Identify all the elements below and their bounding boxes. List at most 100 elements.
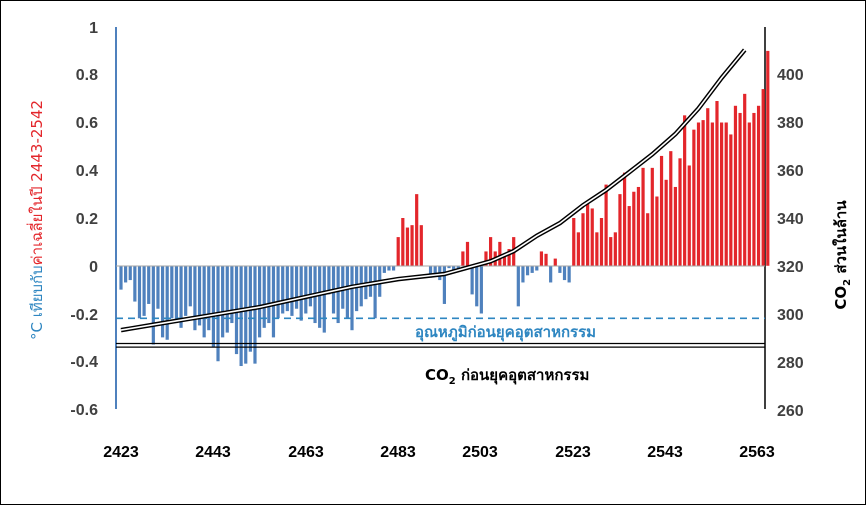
anomaly-bar — [747, 122, 751, 266]
anomaly-bar — [391, 265, 396, 271]
anomaly-bar — [502, 256, 507, 266]
right-tick-label: 280 — [777, 355, 804, 372]
anomaly-bar — [415, 194, 419, 266]
left-tick-label: 0 — [89, 259, 98, 276]
anomaly-bar — [609, 237, 613, 266]
anomaly-bar — [525, 265, 530, 276]
right-tick-label: 340 — [777, 211, 804, 228]
anomaly-bar — [576, 232, 580, 266]
anomaly-bar — [738, 112, 742, 266]
anomaly-bar — [752, 112, 756, 266]
x-tick-label: 2563 — [739, 444, 775, 461]
anomaly-bar — [271, 265, 276, 338]
left-tick-label: 1 — [89, 20, 98, 37]
left-tick-label: 0.6 — [76, 115, 98, 132]
anomaly-bar — [225, 265, 229, 333]
anomaly-bar — [447, 265, 451, 269]
anomaly-bar — [197, 265, 202, 326]
anomaly-bar — [692, 129, 696, 266]
anomaly-bar — [673, 186, 677, 266]
anomaly-bar — [659, 155, 664, 266]
anomaly-bar — [258, 265, 262, 338]
anomaly-bar — [470, 265, 474, 295]
anomaly-bar — [239, 265, 243, 367]
anomaly-bar — [294, 265, 299, 309]
anomaly-bar — [530, 265, 534, 273]
left-axis-ticks: -0.6 -0.4 -0.2 0 0.2 0.4 0.6 0.8 1 — [70, 20, 98, 419]
anomaly-bar — [595, 232, 599, 266]
anomaly-bar — [230, 265, 234, 324]
anomaly-bar — [336, 265, 340, 324]
left-tick-label: -0.6 — [70, 402, 98, 419]
anomaly-bar — [327, 265, 331, 295]
anomaly-bar — [650, 167, 654, 266]
anomaly-bar — [535, 265, 539, 271]
anomaly-bar — [715, 101, 719, 266]
anomaly-bar — [590, 208, 594, 266]
anomaly-bar — [128, 265, 132, 281]
anomaly-bar — [604, 184, 608, 266]
anomaly-bar — [170, 265, 174, 319]
right-axis-title-main: CO — [832, 286, 850, 310]
co2-curve — [120, 49, 746, 331]
anomaly-bar — [743, 93, 747, 266]
anomaly-bar — [581, 213, 585, 266]
anomaly-bar — [733, 105, 738, 266]
anomaly-bar — [202, 265, 206, 338]
anomaly-bar — [701, 120, 705, 266]
anomaly-bar — [475, 265, 479, 307]
anomaly-bar — [211, 265, 215, 347]
anomaly-bar — [442, 265, 446, 304]
right-tick-label: 260 — [777, 403, 804, 420]
anomaly-bar — [465, 241, 470, 266]
right-axis-title: CO2 ส่วนในล้าน — [832, 200, 853, 310]
anomaly-bar — [562, 265, 567, 281]
anomaly-bar — [706, 108, 710, 266]
anomaly-bar — [355, 265, 359, 312]
anomaly-bar — [368, 265, 373, 297]
left-tick-label: -0.2 — [70, 307, 98, 324]
anomaly-bar — [627, 206, 631, 266]
left-axis-title-part1: เทียบกับ — [28, 265, 46, 322]
anomaly-bar — [382, 265, 386, 273]
x-tick-label: 2523 — [555, 444, 591, 461]
anomaly-bar — [221, 265, 225, 338]
anomaly-bar — [387, 265, 391, 271]
anomaly-bar — [622, 172, 627, 266]
anomaly-bar — [558, 265, 562, 273]
anomaly-bar — [119, 265, 123, 290]
left-tick-label: 0.8 — [76, 67, 98, 84]
anomaly-bar — [553, 258, 557, 266]
left-tick-label: 0.4 — [76, 163, 98, 180]
preindustrial-co2-label-rest: ก่อนยุคอุตสาหกรรม — [456, 366, 590, 385]
anomaly-bar — [641, 167, 645, 266]
anomaly-bar — [345, 265, 349, 319]
anomaly-bar — [766, 50, 770, 266]
anomaly-bar — [174, 265, 179, 324]
anomaly-bar — [489, 237, 493, 266]
left-axis-title-unit: °C — [28, 322, 46, 340]
left-axis-title-part2: ค่าเฉลี่ยในปี 2443-2542 — [26, 100, 46, 265]
anomaly-bar — [401, 218, 405, 266]
anomaly-bar — [137, 265, 142, 319]
preindustrial-co2-label-main: CO — [425, 366, 449, 384]
anomaly-bar — [308, 265, 313, 307]
anomaly-bar — [655, 196, 659, 266]
anomaly-bar — [428, 265, 433, 278]
anomaly-bar — [267, 265, 271, 324]
anomaly-bar — [207, 265, 211, 331]
anomaly-bar — [586, 203, 590, 266]
right-tick-label: 400 — [777, 67, 804, 84]
anomaly-bar — [318, 265, 322, 328]
anomaly-bar — [147, 265, 151, 304]
anomaly-bar — [636, 186, 641, 266]
anomaly-bar — [304, 265, 308, 314]
anomaly-bar — [646, 213, 650, 266]
anomaly-bar — [756, 105, 761, 266]
anomaly-bar — [262, 265, 266, 328]
anomaly-bar — [188, 265, 192, 307]
anomaly-bar — [761, 89, 765, 266]
preindustrial-co2-label: CO2 ก่อนยุคอุตสาหกรรม — [425, 366, 589, 387]
anomaly-bar — [687, 165, 691, 266]
